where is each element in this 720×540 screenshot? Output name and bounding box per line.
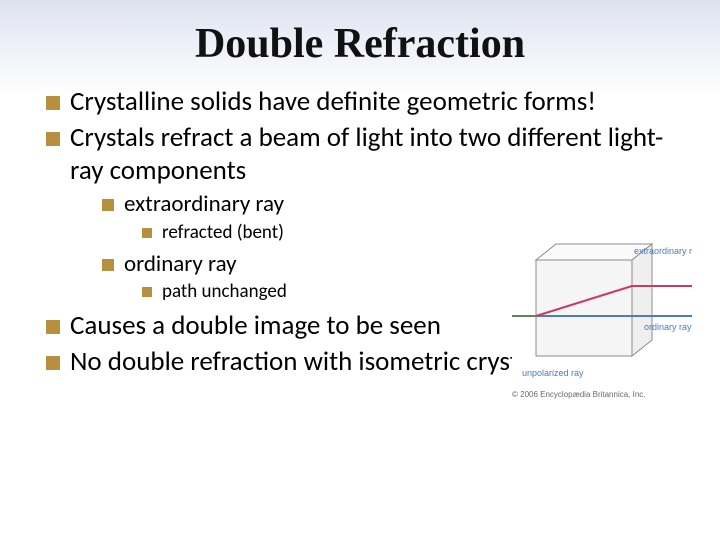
bullet-text: Crystals refract a beam of light into tw… — [70, 122, 680, 187]
bullet-square-icon — [102, 199, 114, 211]
bullet-square-icon — [46, 96, 60, 110]
bullet-text: path unchanged — [162, 281, 287, 304]
birefringence-diagram: extraordinary ray ordinary ray unpolariz… — [512, 238, 692, 388]
bullet-square-icon — [102, 259, 114, 271]
bullet-level-1: Crystals refract a beam of light into tw… — [46, 122, 680, 187]
bullet-text: ordinary ray — [124, 251, 237, 279]
bullet-text: No double refraction with isometric crys… — [70, 346, 548, 378]
bullet-text: Crystalline solids have definite geometr… — [70, 86, 596, 118]
bullet-text: refracted (bent) — [162, 222, 284, 245]
bullet-square-icon — [142, 228, 152, 238]
label-ordinary: ordinary ray — [644, 322, 692, 332]
slide: Double Refraction Crystalline solids hav… — [0, 0, 720, 540]
bullet-square-icon — [46, 132, 60, 146]
bullet-square-icon — [46, 356, 60, 370]
label-unpolarized: unpolarized ray — [522, 368, 584, 378]
bullet-text: extraordinary ray — [124, 191, 284, 219]
bullet-text: Causes a double image to be seen — [70, 310, 441, 342]
bullet-level-1: Crystalline solids have definite geometr… — [46, 86, 680, 118]
label-extraordinary: extraordinary ray — [634, 246, 692, 256]
bullet-level-2: extraordinary ray — [102, 191, 680, 219]
bullet-square-icon — [46, 320, 60, 334]
bullet-square-icon — [142, 287, 152, 297]
crystal-cube — [536, 244, 652, 356]
diagram-credit: © 2006 Encyclopædia Britannica, Inc. — [512, 390, 692, 399]
slide-title: Double Refraction — [40, 20, 680, 68]
